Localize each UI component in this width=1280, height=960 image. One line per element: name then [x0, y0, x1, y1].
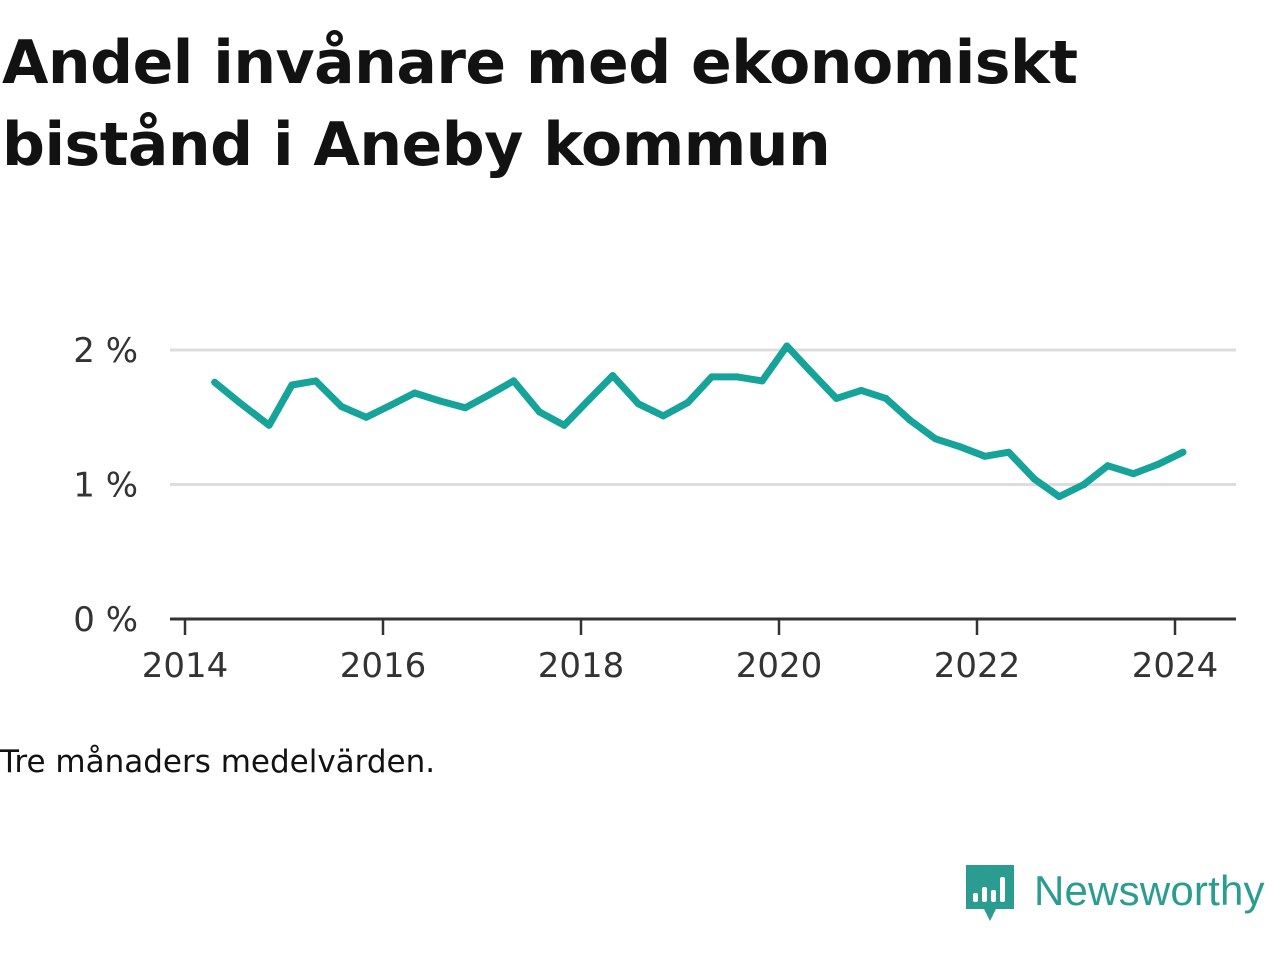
data-point: [684, 399, 692, 406]
gridlines: [170, 348, 1236, 486]
data-point: [832, 394, 840, 402]
y-tick-label: 1 %: [73, 466, 138, 506]
x-tick-label: 2018: [538, 646, 625, 686]
data-point: [1030, 475, 1038, 483]
x-axis-ticks: 2014 2016 2018 2020 2022 2024: [142, 619, 1219, 686]
chart-caption: Tre månaders medelvärden.: [0, 744, 436, 780]
data-point: [783, 342, 791, 350]
data-point: [337, 403, 345, 410]
data-point: [1129, 470, 1137, 478]
data-point: [981, 452, 989, 460]
data-point: [1005, 448, 1013, 456]
newsworthy-logo-icon: [966, 865, 1014, 921]
y-tick-label: 2 %: [73, 331, 138, 371]
data-point: [609, 372, 617, 380]
data-point: [733, 373, 741, 381]
y-tick-label: 0 %: [73, 600, 138, 640]
data-point: [931, 435, 939, 443]
data-point: [461, 404, 469, 412]
data-point: [956, 443, 964, 451]
data-point: [585, 396, 593, 404]
data-point: [758, 377, 766, 385]
data-point: [659, 412, 667, 420]
data-point: [882, 394, 890, 402]
data-point: [235, 399, 243, 406]
data-point: [906, 416, 914, 424]
data-point: [1179, 448, 1187, 456]
data-point: [1154, 460, 1162, 468]
data-point: [535, 408, 543, 416]
data-point: [288, 381, 296, 389]
data-point: [312, 377, 320, 385]
y-axis-ticks: 0 % 1 % 2 %: [73, 331, 138, 640]
data-point: [634, 400, 642, 408]
x-tick-label: 2022: [934, 646, 1021, 686]
x-tick-label: 2024: [1132, 646, 1219, 686]
data-point: [708, 373, 716, 381]
data-point: [1104, 462, 1112, 470]
line-chart: 0 % 1 % 2 % 2014 2016 2018 2020 2022 2024: [73, 331, 1236, 686]
data-point: [387, 401, 395, 409]
data-point: [436, 397, 444, 405]
series-line: [211, 342, 1187, 501]
data-point: [510, 377, 518, 385]
data-point: [411, 389, 419, 397]
x-tick-label: 2014: [142, 646, 229, 686]
data-point: [807, 368, 815, 375]
data-points: [211, 342, 1187, 501]
newsworthy-logo-text: Newsworthy: [1034, 867, 1265, 914]
x-tick-label: 2016: [340, 646, 427, 686]
data-point: [211, 378, 219, 386]
data-point: [265, 421, 273, 429]
chart-title: Andel invånare med ekonomiskt bistånd i …: [2, 28, 1078, 180]
data-point: [1080, 481, 1088, 488]
data-point: [857, 386, 865, 394]
x-tick-label: 2020: [736, 646, 823, 686]
data-point: [486, 390, 494, 398]
data-point: [362, 413, 370, 421]
newsworthy-logo[interactable]: Newsworthy: [964, 862, 1265, 926]
data-point: [1055, 493, 1063, 501]
data-point: [560, 421, 568, 429]
